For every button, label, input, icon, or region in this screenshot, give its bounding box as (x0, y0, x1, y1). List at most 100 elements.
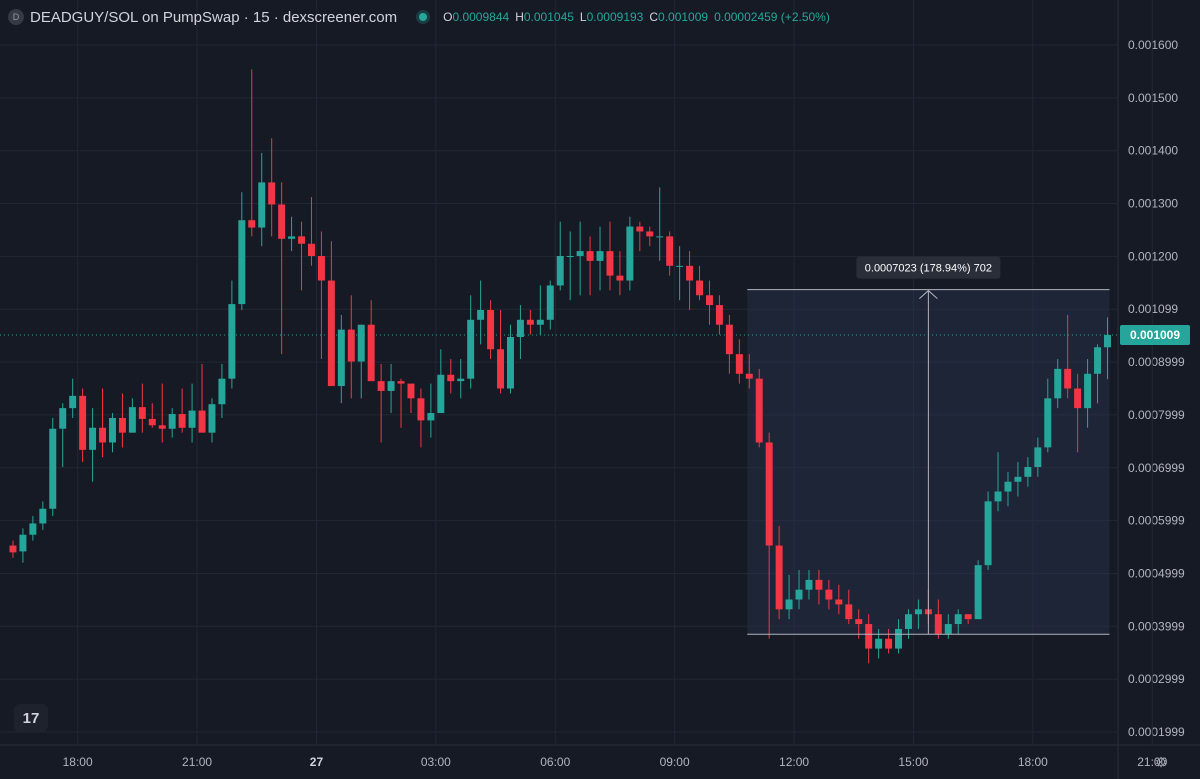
candle-body (815, 579, 823, 590)
y-tick-label: 0.0005999 (1128, 514, 1185, 528)
candle-body (228, 304, 236, 379)
candle-body (755, 378, 763, 443)
candle-body (417, 398, 425, 421)
ohlc-low-value: 0.0009193 (586, 10, 644, 24)
y-tick-label: 0.001200 (1128, 249, 1178, 263)
x-tick-label: 21:00 (182, 755, 212, 769)
candle-body (148, 418, 156, 426)
candle-body (914, 609, 922, 615)
candle-body (39, 508, 47, 524)
candle-body (377, 381, 385, 391)
candle-body (1084, 373, 1092, 409)
candle-body (536, 319, 544, 325)
candle-body (208, 404, 216, 433)
symbol-icon[interactable]: D (8, 9, 24, 25)
y-tick-label: 0.0003999 (1128, 619, 1185, 633)
candle-body (506, 336, 514, 389)
y-tick-label: 0.0007999 (1128, 408, 1185, 422)
candle-body (994, 491, 1002, 502)
candle-body (725, 324, 733, 355)
last-price-badge (1120, 325, 1190, 346)
candle-body (1094, 347, 1102, 374)
y-tick-label: 0.0006999 (1128, 461, 1185, 475)
candle-body (357, 324, 365, 362)
candle-body (785, 599, 793, 610)
candle-body (586, 251, 594, 261)
measure-label: 0.0007023 (178.94%) 702 (865, 263, 992, 275)
candle-body (556, 256, 564, 286)
candle-body (964, 614, 972, 620)
candle-body (1044, 398, 1052, 448)
candle-body (1014, 476, 1022, 482)
candle-body (895, 628, 903, 649)
candle-body (944, 624, 952, 634)
x-tick-label: 09:00 (660, 755, 690, 769)
candle-body (656, 236, 664, 238)
candle-body (437, 374, 445, 414)
candle-body (1054, 368, 1062, 399)
candle-body (646, 231, 654, 237)
candle-body (258, 182, 266, 228)
x-tick-label: 15:00 (898, 755, 928, 769)
candle-body (775, 545, 783, 610)
candle-body (795, 589, 803, 600)
candle-body (108, 417, 116, 443)
candle-body (1064, 368, 1072, 389)
candle-body (497, 349, 505, 389)
candle-body (347, 329, 355, 362)
candle-body (835, 599, 843, 605)
settings-gear-icon[interactable]: ⚙ (1154, 754, 1168, 770)
candle-body (596, 251, 604, 261)
candle-body (735, 354, 743, 374)
candle-body (467, 319, 475, 379)
candle-body (636, 226, 644, 232)
candle-body (1024, 467, 1032, 477)
candle-body (974, 565, 982, 620)
y-tick-label: 0.001600 (1128, 38, 1178, 52)
candle-body (168, 414, 176, 429)
y-tick-label: 0.0001999 (1128, 725, 1185, 739)
candle-body (1074, 388, 1082, 409)
candle-body (865, 624, 873, 649)
candle-body (885, 638, 893, 649)
candle-body (616, 275, 624, 281)
candle-body (387, 381, 395, 391)
candle-body (307, 243, 315, 257)
candle-body (118, 417, 126, 433)
ohlc-open-value: 0.0009844 (452, 10, 510, 24)
candle-body (298, 236, 306, 244)
measure-arrow-head (919, 289, 938, 299)
candle-body (954, 614, 962, 625)
y-tick-label: 0.001400 (1128, 144, 1178, 158)
candle-body (9, 545, 17, 553)
candle-body (327, 280, 335, 387)
ohlc-change-value: 0.00002459 (+2.50%) (714, 10, 830, 24)
ohlc-low-key: L (579, 10, 587, 24)
candle-body (606, 251, 614, 276)
chart-header: D DEADGUY/SOL on PumpSwap · 15 · dexscre… (8, 7, 830, 27)
candle-body (447, 374, 455, 382)
candle-body (397, 381, 405, 384)
ohlc-readout: O0.0009844 H0.001045 L0.0009193 C0.00100… (443, 10, 830, 24)
candle-body (855, 619, 863, 625)
candle-body (59, 408, 67, 429)
candle-body (765, 442, 773, 546)
x-tick-label: 21:00 (1137, 755, 1167, 769)
y-tick-label: 0.001300 (1128, 197, 1178, 211)
candle-body (566, 256, 574, 258)
candle-body (49, 428, 57, 509)
candle-body (317, 256, 325, 281)
y-tick-label: 0.0002999 (1128, 672, 1185, 686)
tradingview-logo[interactable]: 17 (14, 704, 48, 732)
candle-body (715, 305, 723, 325)
candle-body (825, 589, 833, 600)
candle-body (457, 378, 465, 382)
candle-body (576, 251, 584, 257)
candle-body (745, 373, 753, 379)
candle-body (29, 523, 37, 535)
candle-body (407, 383, 415, 399)
candle-body (666, 236, 674, 266)
candle-body (69, 395, 77, 409)
candle-body (546, 285, 554, 320)
